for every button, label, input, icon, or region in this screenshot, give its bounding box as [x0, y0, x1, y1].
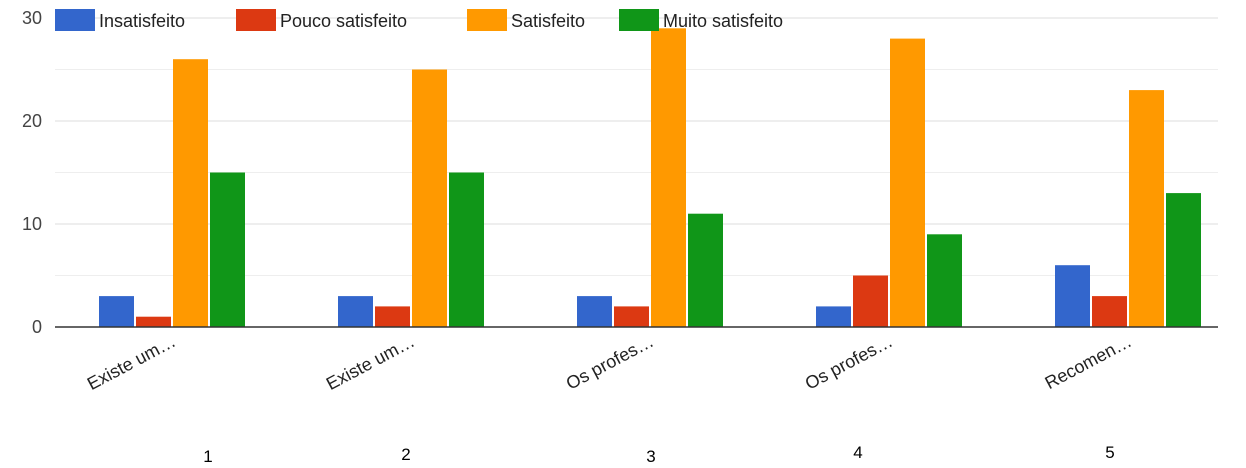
y-tick-label: 20 [22, 111, 42, 131]
legend-swatch [467, 9, 507, 31]
legend-label: Pouco satisfeito [280, 11, 407, 31]
bar-muito-satisfeito-4 [927, 234, 962, 327]
x-tick-label: Os profes… [802, 331, 896, 394]
bar-insatisfeito-2 [338, 296, 373, 327]
x-tick-label: Existe um… [84, 331, 179, 394]
bar-satisfeito-4 [890, 38, 925, 327]
bar-muito-satisfeito-2 [449, 172, 484, 327]
category-number: 2 [401, 445, 410, 464]
bar-satisfeito-1 [173, 59, 208, 327]
legend: Insatisfeito Pouco satisfeito Satisfeito Mu… [55, 9, 783, 31]
y-tick-label: 30 [22, 8, 42, 28]
bar-insatisfeito-1 [99, 296, 134, 327]
legend-label: Muito satisfeito [663, 11, 783, 31]
y-tick-label: 0 [32, 317, 42, 337]
bar-pouco-satisfeito-4 [853, 275, 888, 327]
bar-satisfeito-5 [1129, 90, 1164, 327]
bar-insatisfeito-3 [577, 296, 612, 327]
bar-pouco-satisfeito-5 [1092, 296, 1127, 327]
legend-swatch [55, 9, 95, 31]
category-number: 4 [853, 443, 862, 462]
bar-insatisfeito-4 [816, 306, 851, 327]
bar-insatisfeito-5 [1055, 265, 1090, 327]
bar-muito-satisfeito-1 [210, 172, 245, 327]
bar-pouco-satisfeito-1 [136, 316, 171, 327]
legend-swatch [619, 9, 659, 31]
bar-satisfeito-2 [412, 69, 447, 327]
bar-pouco-satisfeito-3 [614, 306, 649, 327]
legend-swatch [236, 9, 276, 31]
category-number: 1 [203, 447, 212, 466]
category-number: 3 [646, 447, 655, 466]
x-axis-labels: Existe um… Existe um… Os profes… Os profes…… [84, 331, 1135, 394]
bar-satisfeito-3 [651, 28, 686, 328]
x-tick-label: Existe um… [323, 331, 418, 394]
legend-label: Satisfeito [511, 11, 585, 31]
bar-pouco-satisfeito-2 [375, 306, 410, 327]
bar-muito-satisfeito-5 [1166, 193, 1201, 327]
category-number: 5 [1105, 443, 1114, 462]
bars [55, 28, 1218, 328]
category-numbers: 1 2 3 4 5 [203, 443, 1114, 466]
y-axis-ticks: 0 10 20 30 [22, 8, 42, 337]
y-tick-label: 10 [22, 214, 42, 234]
x-tick-label: Os profes… [563, 331, 657, 394]
legend-label: Insatisfeito [99, 11, 185, 31]
x-tick-label: Recomen… [1042, 331, 1135, 393]
bar-muito-satisfeito-3 [688, 213, 723, 327]
